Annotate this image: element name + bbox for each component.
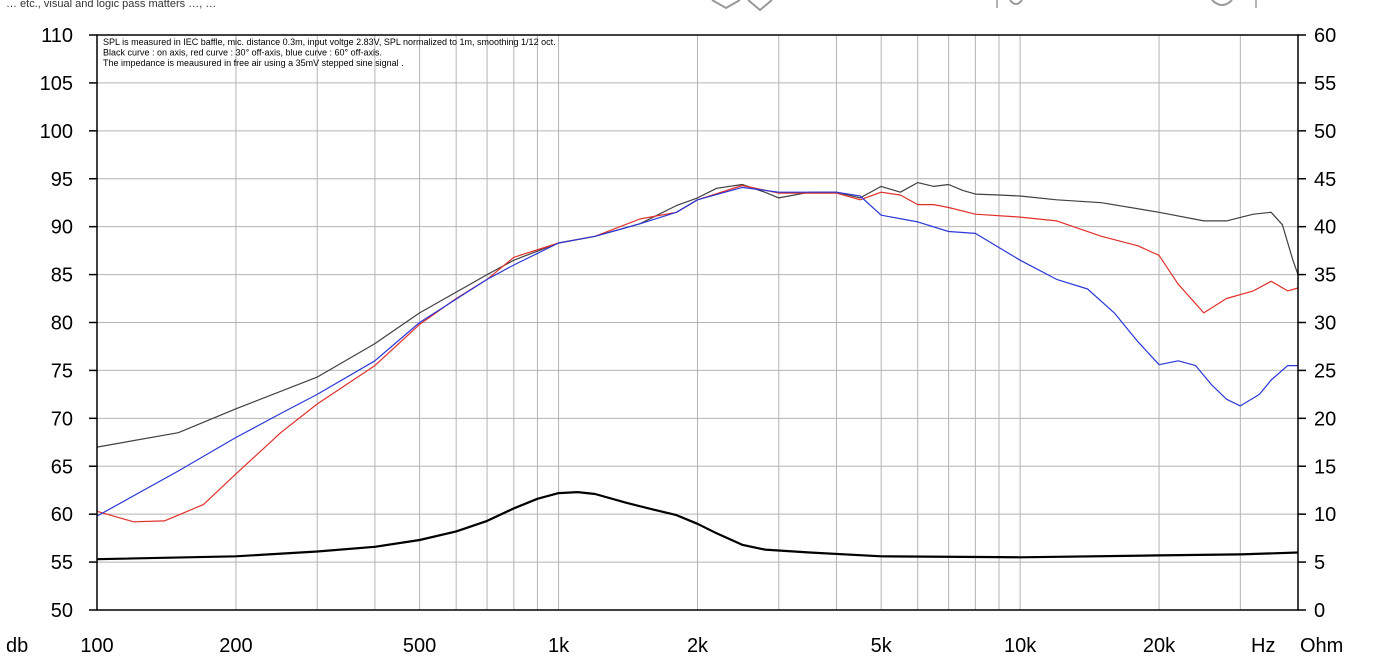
x-axis-label: Hz — [1251, 635, 1275, 657]
spl-line-0 — [96, 182, 1299, 448]
y-axis-left-label: db — [6, 635, 28, 657]
top-strip-text: … etc., visual and logic pass matters …,… — [6, 0, 216, 10]
x-tick-label: 500 — [403, 635, 436, 657]
y-tick-label-left: 110 — [41, 25, 73, 47]
y-tick-label-right: 20 — [1314, 408, 1336, 430]
x-tick-label: 20k — [1143, 635, 1176, 657]
y-tick-label-right: 5 — [1314, 552, 1325, 574]
y-tick-label-right: 45 — [1314, 169, 1336, 191]
series-layer — [96, 182, 1299, 561]
note-line: Black curve : on axis, red curve : 30° o… — [103, 48, 382, 58]
y-tick-label-left: 100 — [40, 121, 73, 143]
y-tick-label-right: 30 — [1314, 313, 1336, 335]
spl-line-1 — [96, 184, 1299, 523]
x-tick-label: 200 — [219, 635, 252, 657]
impedance-line — [96, 491, 1299, 561]
y-axis-right-label: Ohm — [1300, 635, 1343, 657]
tick-layer: 1101051009590858075706560555060555045403… — [40, 25, 1337, 657]
y-tick-label-left: 90 — [51, 217, 73, 239]
x-tick-label: 100 — [80, 635, 113, 657]
y-tick-label-right: 10 — [1314, 504, 1336, 526]
note-line: The impedance is meausured in free air u… — [103, 58, 404, 68]
y-tick-label-right: 0 — [1314, 600, 1325, 622]
y-tick-label-left: 80 — [51, 313, 73, 335]
y-tick-label-right: 35 — [1314, 265, 1336, 287]
y-tick-label-left: 105 — [40, 73, 73, 95]
y-tick-label-left: 65 — [51, 456, 73, 478]
x-tick-label: 1k — [548, 635, 570, 657]
y-tick-label-left: 95 — [51, 169, 73, 191]
top-strip-logo-icon — [711, 0, 1257, 12]
y-tick-label-left: 70 — [51, 408, 73, 430]
header-layer: … etc., visual and logic pass matters …,… — [6, 0, 1257, 12]
y-tick-label-left: 50 — [51, 600, 73, 622]
y-tick-label-right: 40 — [1314, 217, 1336, 239]
y-tick-label-right: 55 — [1314, 73, 1336, 95]
x-tick-label: 5k — [871, 635, 893, 657]
x-tick-label: 10k — [1004, 635, 1037, 657]
y-tick-label-left: 85 — [51, 265, 73, 287]
notes-box: SPL is measured in IEC baffle, mic. dist… — [103, 37, 556, 68]
y-tick-label-left: 75 — [51, 360, 73, 382]
y-tick-label-right: 60 — [1314, 25, 1336, 47]
y-tick-label-right: 15 — [1314, 456, 1336, 478]
note-line: SPL is measured in IEC baffle, mic. dist… — [103, 37, 556, 47]
y-tick-label-right: 25 — [1314, 360, 1336, 382]
spl-line-2 — [96, 186, 1298, 517]
x-tick-label: 2k — [687, 635, 709, 657]
y-tick-label-left: 60 — [51, 504, 73, 526]
y-tick-label-left: 55 — [51, 552, 73, 574]
y-tick-label-right: 50 — [1314, 121, 1336, 143]
